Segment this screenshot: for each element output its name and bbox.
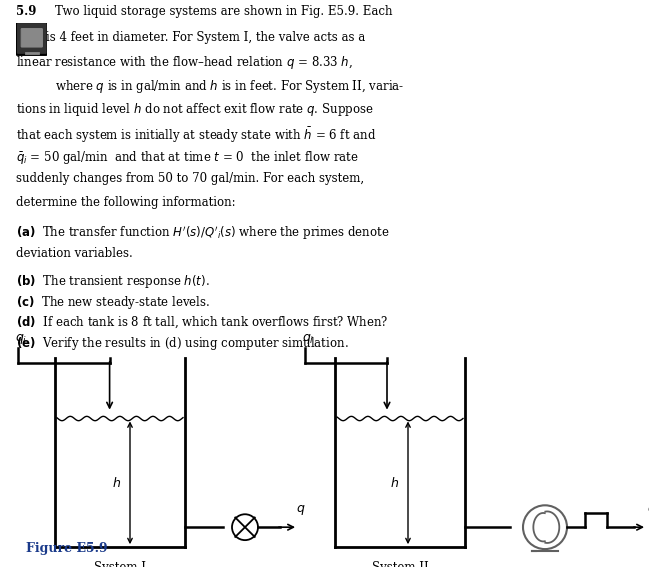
Text: determine the following information:: determine the following information: xyxy=(16,196,236,209)
Text: Two liquid storage systems are shown in Fig. E5.9. Each: Two liquid storage systems are shown in … xyxy=(55,5,393,18)
Text: where $q$ is in gal/min and $h$ is in feet. For System II, varia-: where $q$ is in gal/min and $h$ is in fe… xyxy=(55,78,404,95)
Text: deviation variables.: deviation variables. xyxy=(16,247,133,260)
Text: $q_i$: $q_i$ xyxy=(15,332,27,346)
Text: tions in liquid level $h$ do not affect exit flow rate $q$. Suppose: tions in liquid level $h$ do not affect … xyxy=(16,101,374,119)
FancyBboxPatch shape xyxy=(21,28,42,47)
Text: Figure E5.9: Figure E5.9 xyxy=(26,542,108,555)
Text: $\mathbf{(a)}$  The transfer function $H'(s)/Q'_i(s)$ where the primes denote: $\mathbf{(a)}$ The transfer function $H'… xyxy=(16,225,390,242)
FancyBboxPatch shape xyxy=(16,22,47,55)
Text: 5.9: 5.9 xyxy=(16,5,36,18)
Text: that each system is initially at steady state with $\bar{h}$ = 6 ft and: that each system is initially at steady … xyxy=(16,125,376,145)
Text: linear resistance with the flow–head relation $q$ = 8.33 $h$,: linear resistance with the flow–head rel… xyxy=(16,54,353,71)
Text: $\bar{q}_i$ = 50 gal/min  and that at time $t$ = 0  the inlet flow rate: $\bar{q}_i$ = 50 gal/min and that at tim… xyxy=(16,149,359,166)
Text: suddenly changes from 50 to 70 gal/min. For each system,: suddenly changes from 50 to 70 gal/min. … xyxy=(16,172,364,185)
Text: $\mathbf{(d)}$  If each tank is 8 ft tall, which tank overflows first? When?: $\mathbf{(d)}$ If each tank is 8 ft tall… xyxy=(16,314,389,329)
Text: $\mathbf{(c)}$  The new steady-state levels.: $\mathbf{(c)}$ The new steady-state leve… xyxy=(16,294,210,311)
Text: $\mathbf{(b)}$  The transient response $h(t)$.: $\mathbf{(b)}$ The transient response $h… xyxy=(16,273,210,290)
Text: $h$: $h$ xyxy=(112,476,121,490)
Text: $q_i$: $q_i$ xyxy=(302,332,314,346)
Text: System II: System II xyxy=(372,561,428,567)
Text: tank is 4 feet in diameter. For System I, the valve acts as a: tank is 4 feet in diameter. For System I… xyxy=(16,31,365,44)
Text: System I: System I xyxy=(94,561,146,567)
Text: $\mathbf{(e)}$  Verify the results in (d) using computer simulation.: $\mathbf{(e)}$ Verify the results in (d)… xyxy=(16,335,349,352)
Text: $q$: $q$ xyxy=(296,503,306,517)
Text: $h$: $h$ xyxy=(391,476,400,490)
Text: $q$: $q$ xyxy=(647,503,649,517)
